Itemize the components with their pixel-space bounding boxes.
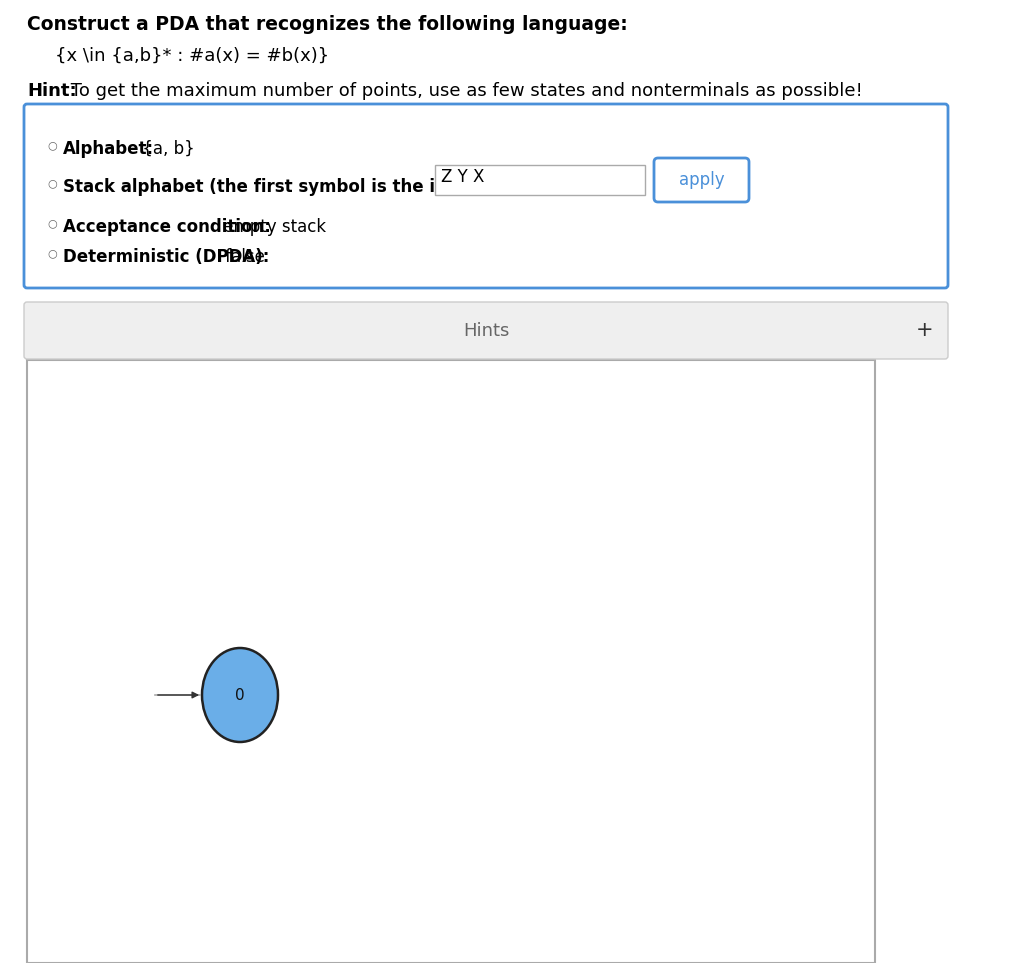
Text: Deterministic (DPDA):: Deterministic (DPDA): <box>63 248 269 266</box>
Bar <box>27 360 874 963</box>
FancyBboxPatch shape <box>654 158 749 202</box>
Text: Construct a PDA that recognizes the following language:: Construct a PDA that recognizes the foll… <box>27 15 628 34</box>
Text: empty stack: empty stack <box>218 218 326 236</box>
Text: To get the maximum number of points, use as few states and nonterminals as possi: To get the maximum number of points, use… <box>65 82 863 100</box>
Bar <box>435 165 645 195</box>
Ellipse shape <box>202 648 278 742</box>
Text: Acceptance condition:: Acceptance condition: <box>63 218 271 236</box>
Text: ○: ○ <box>47 178 56 188</box>
Text: Hints: Hints <box>463 322 509 340</box>
Text: ○: ○ <box>47 248 56 258</box>
FancyBboxPatch shape <box>24 302 948 359</box>
Text: 0: 0 <box>236 688 245 702</box>
Text: ○: ○ <box>47 218 56 228</box>
Text: {x \in {a,b}* : #a(x) = #b(x)}: {x \in {a,b}* : #a(x) = #b(x)} <box>55 47 329 65</box>
Text: Z Y X: Z Y X <box>441 168 484 186</box>
Text: {a, b}: {a, b} <box>137 140 195 158</box>
Text: apply: apply <box>679 171 724 189</box>
Text: Alphabet:: Alphabet: <box>63 140 155 158</box>
Text: ○: ○ <box>47 140 56 150</box>
FancyBboxPatch shape <box>24 104 948 288</box>
Text: Stack alphabet (the first symbol is the initial one):: Stack alphabet (the first symbol is the … <box>63 178 538 196</box>
Text: +: + <box>916 321 934 341</box>
Text: Hint:: Hint: <box>27 82 77 100</box>
Text: false: false <box>220 248 265 266</box>
